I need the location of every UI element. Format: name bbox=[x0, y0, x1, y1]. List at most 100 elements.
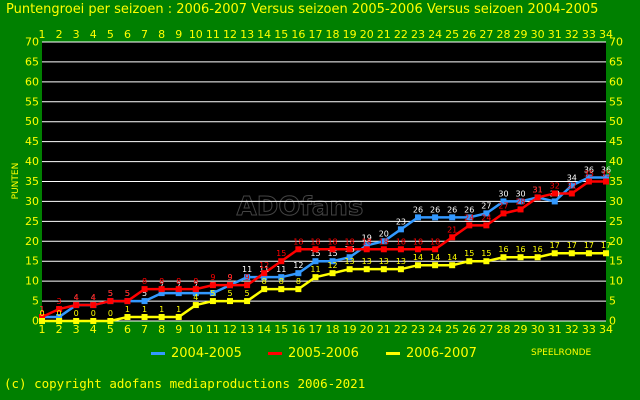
data-point-2004-2005 bbox=[466, 214, 473, 221]
data-point-2005-2006 bbox=[449, 234, 456, 241]
data-point-2006-2007 bbox=[73, 318, 80, 324]
x-tick-label-top: 31 bbox=[548, 28, 562, 41]
data-point-2005-2006 bbox=[415, 246, 421, 253]
data-point-2004-2005 bbox=[312, 258, 319, 265]
data-point-2006-2007 bbox=[363, 266, 370, 273]
data-point-2005-2006 bbox=[517, 206, 524, 213]
x-tick-label-top: 26 bbox=[462, 28, 476, 41]
x-tick-label-bottom: 19 bbox=[343, 323, 357, 336]
data-point-2005-2006 bbox=[346, 246, 353, 253]
x-tick-label-top: 10 bbox=[189, 28, 203, 41]
x-tick-label-top: 32 bbox=[565, 28, 579, 41]
data-point-2004-2005 bbox=[603, 174, 609, 181]
data-point-2006-2007 bbox=[39, 318, 45, 324]
data-label-2004-2005: 15 bbox=[310, 249, 320, 258]
data-label-2005-2006: 18 bbox=[293, 237, 303, 246]
data-label-2004-2005: 12 bbox=[293, 261, 303, 270]
y-tick-label-left: 60 bbox=[25, 75, 39, 88]
x-tick-label-bottom: 15 bbox=[274, 323, 288, 336]
data-label-2006-2007: 17 bbox=[567, 241, 577, 250]
y-tick-label-right: 70 bbox=[609, 36, 623, 49]
data-label-2004-2005: 4 bbox=[91, 293, 96, 302]
x-tick-label-top: 18 bbox=[326, 28, 340, 41]
x-tick-label-bottom: 7 bbox=[141, 323, 148, 336]
y-tick-label-left: 0 bbox=[32, 315, 39, 328]
x-tick-label-top: 23 bbox=[411, 28, 425, 41]
x-tick-label-bottom: 30 bbox=[531, 323, 545, 336]
data-label-2004-2005: 34 bbox=[567, 173, 577, 182]
data-label-2006-2007: 13 bbox=[379, 257, 389, 266]
data-point-2004-2005 bbox=[192, 290, 199, 297]
data-point-2006-2007 bbox=[329, 270, 336, 277]
x-tick-label-top: 11 bbox=[206, 28, 220, 41]
x-tick-label-bottom: 9 bbox=[175, 323, 182, 336]
data-point-2006-2007 bbox=[56, 318, 63, 324]
data-label-2006-2007: 13 bbox=[345, 257, 355, 266]
x-tick-label-top: 12 bbox=[223, 28, 237, 41]
data-label-2006-2007: 5 bbox=[210, 289, 215, 298]
data-point-2004-2005 bbox=[568, 182, 575, 189]
x-tick-label-top: 29 bbox=[514, 28, 528, 41]
x-tick-label-top: 19 bbox=[343, 28, 357, 41]
x-tick-label-bottom: 22 bbox=[394, 323, 408, 336]
x-tick-label-top: 34 bbox=[599, 28, 613, 41]
data-label-2005-2006: 32 bbox=[567, 181, 577, 190]
data-point-2004-2005 bbox=[209, 290, 216, 297]
data-point-2004-2005 bbox=[517, 198, 524, 205]
data-label-2006-2007: 17 bbox=[584, 241, 594, 250]
data-label-2005-2006: 8 bbox=[176, 277, 181, 286]
data-label-2004-2005: 31 bbox=[533, 185, 543, 194]
x-tick-label-bottom: 23 bbox=[411, 323, 425, 336]
y-tick-label-right: 65 bbox=[609, 55, 623, 68]
data-label-2004-2005: 5 bbox=[125, 289, 130, 298]
data-point-2005-2006 bbox=[432, 246, 439, 253]
data-label-2005-2006: 8 bbox=[142, 277, 147, 286]
x-tick-label-top: 16 bbox=[291, 28, 305, 41]
x-tick-label-top: 9 bbox=[175, 28, 182, 41]
data-label-2005-2006: 35 bbox=[584, 170, 594, 179]
x-tick-label-top: 3 bbox=[73, 28, 80, 41]
x-tick-label-top: 2 bbox=[56, 28, 63, 41]
y-tick-label-left: 35 bbox=[25, 175, 39, 188]
data-label-2004-2005: 11 bbox=[242, 265, 252, 274]
y-tick-label-right: 45 bbox=[609, 135, 623, 148]
data-point-2006-2007 bbox=[415, 262, 421, 269]
series-line-2004-2005 bbox=[42, 176, 606, 319]
data-point-2006-2007 bbox=[517, 254, 524, 261]
data-label-2005-2006: 15 bbox=[276, 249, 286, 258]
data-point-2004-2005 bbox=[329, 258, 336, 265]
data-point-2005-2006 bbox=[363, 246, 370, 253]
data-point-2006-2007 bbox=[107, 318, 114, 324]
data-label-2004-2005: 7 bbox=[159, 281, 164, 290]
data-label-2005-2006: 8 bbox=[159, 277, 164, 286]
data-point-2005-2006 bbox=[534, 194, 541, 201]
data-point-2005-2006 bbox=[209, 282, 216, 289]
data-label-2006-2007: 1 bbox=[142, 305, 147, 314]
x-tick-label-top: 27 bbox=[479, 28, 493, 41]
data-point-2005-2006 bbox=[329, 246, 336, 253]
data-label-2006-2007: 16 bbox=[515, 245, 525, 254]
x-tick-label-top: 8 bbox=[158, 28, 165, 41]
data-point-2006-2007 bbox=[141, 314, 148, 321]
data-label-2004-2005: 27 bbox=[481, 201, 491, 210]
y-tick-label-left: 20 bbox=[25, 235, 39, 248]
data-label-2006-2007: 17 bbox=[601, 241, 611, 250]
x-tick-label-bottom: 29 bbox=[514, 323, 528, 336]
x-tick-label-top: 21 bbox=[377, 28, 391, 41]
y-tick-label-right: 25 bbox=[609, 215, 623, 228]
data-point-2005-2006 bbox=[466, 222, 473, 229]
data-point-2004-2005 bbox=[158, 290, 165, 297]
data-point-2006-2007 bbox=[312, 274, 319, 281]
data-label-2005-2006: 9 bbox=[210, 273, 215, 282]
data-point-2005-2006 bbox=[227, 282, 233, 289]
data-point-2005-2006 bbox=[39, 314, 45, 321]
x-tick-label-top: 4 bbox=[90, 28, 97, 41]
y-tick-label-right: 20 bbox=[609, 235, 623, 248]
data-label-2004-2005: 5 bbox=[108, 289, 113, 298]
data-point-2005-2006 bbox=[158, 286, 165, 293]
data-point-2004-2005 bbox=[295, 270, 302, 277]
data-label-2004-2005: 20 bbox=[379, 229, 389, 238]
x-tick-label-top: 1 bbox=[39, 28, 46, 41]
x-tick-label-bottom: 18 bbox=[326, 323, 340, 336]
y-axis-label: PUNTEN bbox=[11, 162, 21, 200]
